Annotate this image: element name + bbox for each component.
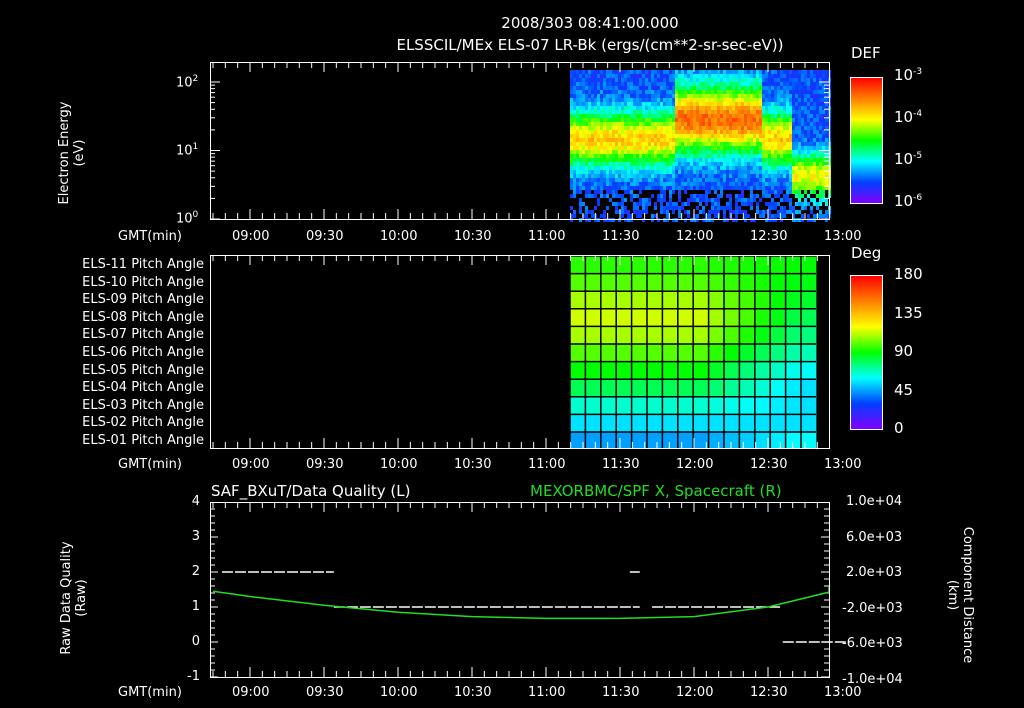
quality-right-tick: 2.0e+03 xyxy=(846,565,903,580)
quality-left-title: SAF_BXuT/Data Quality (L) xyxy=(211,482,411,500)
time-tick-label: 10:00 xyxy=(380,229,418,244)
deg-tick: 0 xyxy=(894,419,904,437)
def-colorbar xyxy=(850,77,883,204)
quality-right-tick: -2.0e+03 xyxy=(842,600,903,616)
quality-left-tick: -1 xyxy=(187,669,200,684)
time-tick-label: 11:30 xyxy=(602,229,640,244)
quality-right-tick: -1.0e+04 xyxy=(842,671,903,687)
time-tick-label: 09:30 xyxy=(306,685,344,700)
pitch-row-label: ELS-05 Pitch Angle xyxy=(82,362,204,378)
time-tick-label: 11:00 xyxy=(528,457,566,472)
quality-left-tick: 2 xyxy=(191,564,200,579)
time-tick-label: 11:00 xyxy=(528,229,566,244)
ytick-1: 100 xyxy=(176,210,199,227)
time-tick-label: 11:30 xyxy=(602,685,640,700)
time-tick-label: 11:00 xyxy=(528,685,566,700)
time-tick-label: 10:30 xyxy=(454,457,492,472)
pitch-row-label: ELS-06 Pitch Angle xyxy=(82,345,204,360)
quality-left-tick: 1 xyxy=(191,599,200,614)
energy-xaxis-label: GMT(min) xyxy=(118,229,182,244)
pitch-xaxis-label: GMT(min) xyxy=(118,457,182,472)
ytick-100: 102 xyxy=(176,74,199,91)
time-tick-label: 12:30 xyxy=(750,229,788,244)
pitch-row-label: ELS-03 Pitch Angle xyxy=(82,397,204,413)
time-tick-label: 10:30 xyxy=(454,685,492,700)
time-tick-label: 10:30 xyxy=(454,229,492,244)
time-tick-label: 13:00 xyxy=(824,685,862,700)
quality-left-tick: 4 xyxy=(191,494,200,509)
time-tick-label: 11:30 xyxy=(602,457,640,472)
quality-right-tick: -6.0e+03 xyxy=(842,636,903,651)
pitch-row-label: ELS-01 Pitch Angle xyxy=(82,433,204,448)
deg-tick: 135 xyxy=(894,303,923,322)
time-tick-label: 09:30 xyxy=(306,457,344,472)
quality-right-title: MEXORBMC/SPF X, Spacecraft (R) xyxy=(530,482,782,500)
time-tick-label: 12:00 xyxy=(676,457,714,472)
time-tick-label: 13:00 xyxy=(824,457,862,472)
deg-colorbar xyxy=(850,275,883,430)
deg-colorbar-title: Deg xyxy=(851,244,882,262)
time-tick-label: 09:00 xyxy=(232,457,270,472)
time-tick-label: 12:00 xyxy=(676,685,714,700)
energy-frame xyxy=(210,62,830,220)
quality-xaxis-label: GMT(min) xyxy=(118,685,182,700)
time-tick-label: 09:00 xyxy=(232,685,270,700)
deg-tick: 180 xyxy=(894,265,923,283)
def-tick-1e-5: 10-5 xyxy=(894,150,923,168)
def-colorbar-title: DEF xyxy=(851,44,881,62)
time-tick-label: 10:00 xyxy=(380,685,418,700)
pitch-frame xyxy=(210,255,830,449)
time-tick-label: 12:30 xyxy=(750,685,788,700)
quality-right-tick: 1.0e+04 xyxy=(846,494,903,509)
time-tick-label: 09:00 xyxy=(232,229,270,244)
def-tick-1e-3: 10-3 xyxy=(894,66,923,84)
quality-right-tick: 6.0e+03 xyxy=(846,529,903,545)
time-tick-label: 10:00 xyxy=(380,457,418,472)
def-tick-1e-4: 10-4 xyxy=(894,108,923,126)
time-tick-label: 12:00 xyxy=(676,229,714,244)
deg-tick: 45 xyxy=(894,380,914,399)
pitch-row-label: ELS-08 Pitch Angle xyxy=(82,309,204,325)
quality-frame xyxy=(210,502,830,678)
time-tick-label: 12:30 xyxy=(750,457,788,472)
quality-left-tick: 0 xyxy=(191,634,200,649)
pitch-row-label: ELS-10 Pitch Angle xyxy=(82,274,204,290)
pitch-row-label: ELS-04 Pitch Angle xyxy=(82,380,204,396)
deg-tick: 90 xyxy=(894,342,914,360)
pitch-row-label: ELS-07 Pitch Angle xyxy=(82,327,204,343)
plot-title: ELSSCIL/MEx ELS-07 LR-Bk (ergs/(cm**2-sr… xyxy=(396,36,784,54)
quality-left-tick: 3 xyxy=(191,529,200,544)
time-tick-label: 09:30 xyxy=(306,229,344,244)
def-tick-1e-6: 10-6 xyxy=(894,192,923,210)
time-tick-label: 13:00 xyxy=(824,229,862,244)
ytick-10: 101 xyxy=(176,142,199,159)
plot-timestamp: 2008/303 08:41:00.000 xyxy=(501,14,679,32)
pitch-row-label: ELS-09 Pitch Angle xyxy=(82,292,204,308)
pitch-row-label: ELS-11 Pitch Angle xyxy=(82,257,204,272)
pitch-row-label: ELS-02 Pitch Angle xyxy=(82,415,204,431)
